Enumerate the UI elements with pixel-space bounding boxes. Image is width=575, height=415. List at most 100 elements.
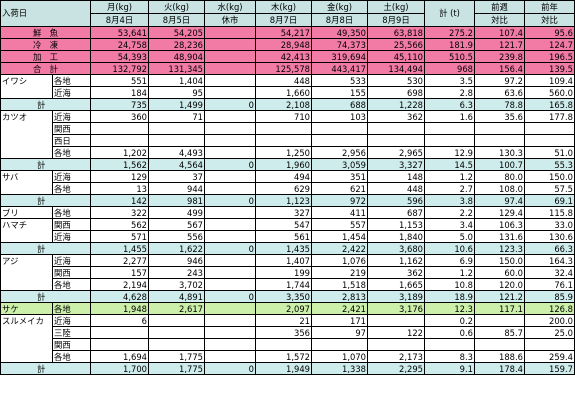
- cell-col-3: 1,250: [255, 146, 312, 159]
- cell-col-0: 24,758: [90, 38, 149, 51]
- cell-col-6: 1.2: [424, 170, 475, 183]
- fish-group-label: [0, 134, 53, 147]
- cell-col-3: 199: [255, 266, 312, 279]
- cell-col-6: 2.2: [424, 206, 475, 219]
- table-row: ブリ 各地 322 499 327 411 687 2.2 129.4 115.8: [0, 206, 575, 219]
- fish-group-label: [0, 230, 53, 243]
- cell-col-0: 322: [90, 206, 149, 219]
- cell-col-3: 494: [255, 170, 312, 183]
- cell-col-8: 66.3: [524, 242, 575, 255]
- cell-col-8: 177.8: [524, 110, 575, 123]
- col-head-prevyear-sub: 対比: [524, 13, 575, 27]
- cell-col-3: 1,407: [255, 254, 312, 267]
- category-label: 加 工: [0, 50, 91, 63]
- cell-col-7: [474, 122, 525, 135]
- origin-label: 西日: [52, 134, 91, 147]
- origin-label: 関西: [52, 218, 91, 231]
- cell-col-1: 1,404: [148, 74, 205, 87]
- cell-col-0: 4,628: [90, 290, 149, 303]
- cell-col-0: 129: [90, 170, 149, 183]
- cell-col-2: [204, 206, 256, 219]
- origin-label: 近海: [52, 86, 91, 99]
- table-row: サバ 近海 129 37 494 351 148 1.2 80.0 150.0: [0, 170, 575, 183]
- cell-col-5: 63,818: [367, 26, 425, 39]
- table-row: 近海 571 556 561 1,454 1,840 5.0 131.6 130.6: [0, 230, 575, 243]
- origin-label: 近海: [52, 110, 91, 123]
- table-row: 西日: [0, 134, 575, 147]
- cell-col-6: 181.9: [424, 38, 475, 51]
- cell-col-0: 1,455: [90, 242, 149, 255]
- cell-col-2: 0: [204, 290, 256, 303]
- cell-col-3: 1,123: [255, 194, 312, 207]
- cell-col-1: 95: [148, 86, 205, 99]
- cell-col-3: 448: [255, 74, 312, 87]
- cell-col-3: 2,097: [255, 302, 312, 315]
- cell-col-4: 557: [311, 218, 368, 231]
- cell-col-0: [90, 326, 149, 339]
- cell-col-4: 351: [311, 170, 368, 183]
- fish-group-label: アジ: [0, 254, 53, 267]
- subtotal-row: 計 1,562 4,564 0 1,960 3,059 3,327 14.5 100.7 55.3: [0, 158, 575, 171]
- cell-col-2: [204, 302, 256, 315]
- cell-col-4: 621: [311, 182, 368, 195]
- table-row: 関西 157 243 199 219 362 1.2 60.0 32.4: [0, 266, 575, 279]
- cell-col-5: [367, 122, 425, 135]
- cell-col-2: [204, 326, 256, 339]
- cell-col-8: 55.3: [524, 158, 575, 171]
- cell-col-0: 157: [90, 266, 149, 279]
- cell-col-1: 71: [148, 110, 205, 123]
- cell-col-3: 3,350: [255, 290, 312, 303]
- cell-col-8: 85.9: [524, 290, 575, 303]
- cell-col-0: 1,562: [90, 158, 149, 171]
- cell-col-8: 196.5: [524, 50, 575, 63]
- subtotal-row: 計 1,455 1,622 0 1,435 2,422 3,680 10.6 123.3 66.3: [0, 242, 575, 255]
- cell-col-6: 14.5: [424, 158, 475, 171]
- origin-label: 各地: [52, 182, 91, 195]
- cell-col-7: 178.4: [474, 362, 525, 375]
- table-row: 加 工 54,393 48,904 42,413 319,694 45,110 510.5 2…: [0, 50, 575, 63]
- cell-col-6: 3.4: [424, 218, 475, 231]
- cell-col-0: 132,792: [90, 62, 149, 75]
- cell-col-3: 547: [255, 218, 312, 231]
- cell-col-1: 944: [148, 182, 205, 195]
- cell-col-4: 443,417: [311, 62, 368, 75]
- cell-col-6: 3.5: [424, 74, 475, 87]
- cell-col-5: 3,680: [367, 242, 425, 255]
- cell-col-3: [255, 338, 312, 351]
- cell-col-7: 130.3: [474, 146, 525, 159]
- cell-col-8: 560.0: [524, 86, 575, 99]
- cell-col-8: 76.1: [524, 278, 575, 291]
- table-row: イワシ 各地 551 1,404 448 533 530 3.5 97.2 109.4: [0, 74, 575, 87]
- cell-col-5: [367, 134, 425, 147]
- cell-col-2: 0: [204, 362, 256, 375]
- cell-col-6: 510.5: [424, 50, 475, 63]
- cell-col-5: [367, 314, 425, 327]
- cell-col-2: [204, 338, 256, 351]
- cell-col-0: 551: [90, 74, 149, 87]
- table-row: アジ 近海 2,277 946 1,407 1,076 1,162 6.9 150.0 164.3: [0, 254, 575, 267]
- subtotal-row: 計 735 1,499 0 2,108 688 1,228 6.3 78.8 165.8: [0, 98, 575, 111]
- cell-col-6: 5.0: [424, 230, 475, 243]
- cell-col-7: 63.6: [474, 86, 525, 99]
- origin-label: 各地: [52, 302, 91, 315]
- cell-col-5: 1,840: [367, 230, 425, 243]
- cell-col-7: 120.0: [474, 278, 525, 291]
- cell-col-7: 78.8: [474, 98, 525, 111]
- cell-col-2: [204, 50, 256, 63]
- category-label: 合 計: [0, 62, 91, 75]
- cell-col-2: [204, 134, 256, 147]
- fish-group-label: スルメイカ: [0, 314, 53, 327]
- cell-col-2: [204, 218, 256, 231]
- origin-label: 関西: [52, 122, 91, 135]
- cell-col-8: 124.7: [524, 38, 575, 51]
- cell-col-0: [90, 338, 149, 351]
- cell-col-1: 946: [148, 254, 205, 267]
- cell-col-2: [204, 110, 256, 123]
- cell-col-2: [204, 74, 256, 87]
- cell-col-7: 35.6: [474, 110, 525, 123]
- category-label: 鮮 魚: [0, 26, 91, 39]
- cell-col-1: [148, 314, 205, 327]
- cell-col-0: 735: [90, 98, 149, 111]
- cell-col-7: 60.0: [474, 266, 525, 279]
